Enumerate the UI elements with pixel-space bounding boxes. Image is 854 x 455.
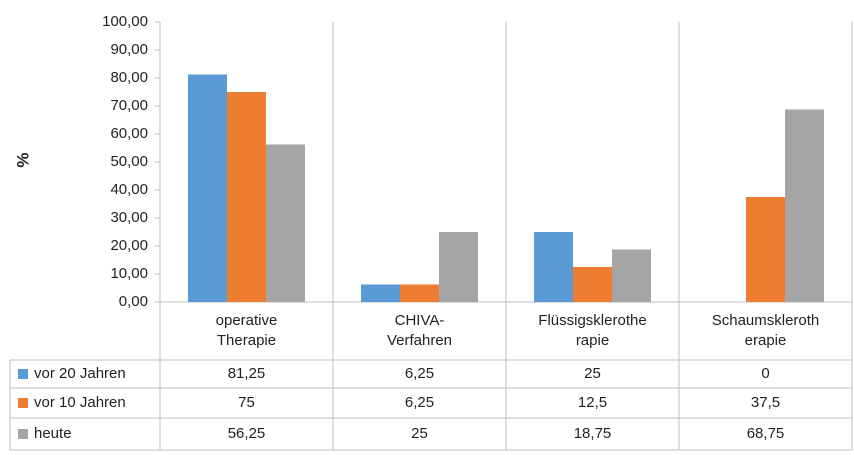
bar: [266, 144, 305, 302]
y-axis-label: %: [13, 152, 32, 167]
legend-key: [18, 429, 28, 439]
bar: [612, 249, 651, 302]
legend-key: [18, 369, 28, 379]
bar: [573, 267, 612, 302]
bar: [400, 284, 439, 302]
y-tick-label: 40,00: [110, 181, 148, 198]
table-value: 12,5: [578, 394, 607, 411]
y-tick-label: 80,00: [110, 69, 148, 86]
y-tick-label: 100,00: [102, 13, 148, 30]
y-tick-label: 90,00: [110, 41, 148, 58]
category-label: Schaumskleroth erapie: [712, 312, 820, 349]
y-tick-label: 0,00: [119, 293, 148, 310]
category-label: CHIVA-Verfahren: [387, 312, 452, 349]
table-value: 56,25: [228, 425, 266, 442]
y-tick-label: 10,00: [110, 265, 148, 282]
table-value: 37,5: [751, 394, 780, 411]
table-value: 0: [761, 365, 769, 382]
table-value: 81,25: [228, 365, 266, 382]
legend-label: vor 20 Jahren: [34, 365, 126, 382]
table-value: 68,75: [747, 425, 785, 442]
y-tick-label: 60,00: [110, 125, 148, 142]
legend-label: heute: [34, 425, 72, 442]
bar: [188, 74, 227, 302]
bar: [746, 197, 785, 302]
bar: [227, 92, 266, 302]
legend-key: [18, 398, 28, 408]
y-tick-label: 70,00: [110, 97, 148, 114]
table-value: 6,25: [405, 365, 434, 382]
table-value: 25: [411, 425, 428, 442]
legend-label: vor 10 Jahren: [34, 394, 126, 411]
table-value: 75: [238, 394, 255, 411]
table-value: 18,75: [574, 425, 612, 442]
bar: [534, 232, 573, 302]
table-value: 25: [584, 365, 601, 382]
bar: [439, 232, 478, 302]
y-tick-label: 50,00: [110, 153, 148, 170]
y-tick-label: 20,00: [110, 237, 148, 254]
table-value: 6,25: [405, 394, 434, 411]
y-tick-label: 30,00: [110, 209, 148, 226]
category-label: Flüssigsklerothe rapie: [538, 312, 646, 349]
bar: [785, 109, 824, 302]
category-label: operative Therapie: [216, 312, 278, 349]
bar: [361, 284, 400, 302]
